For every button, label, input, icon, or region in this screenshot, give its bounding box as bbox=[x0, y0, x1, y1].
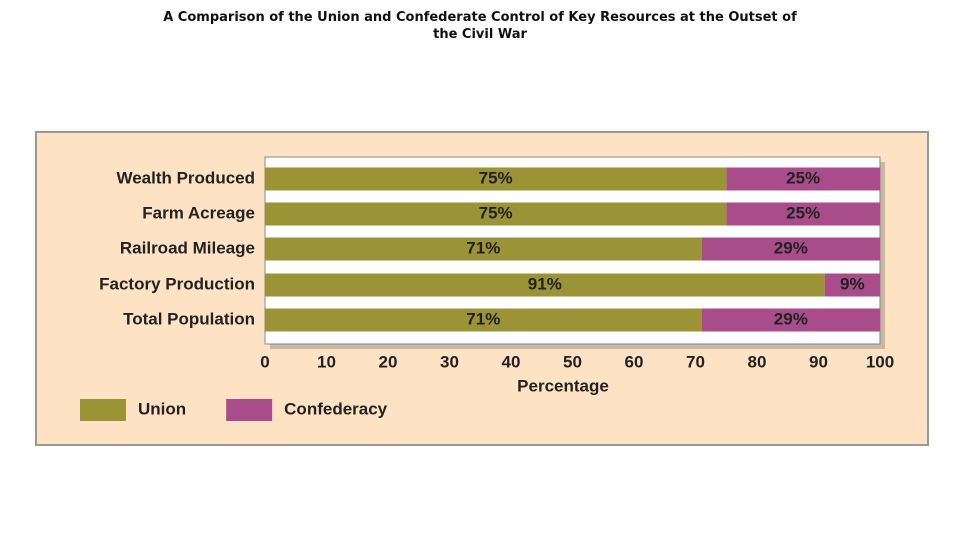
x-tick-label: 50 bbox=[563, 352, 582, 371]
y-tick-label: Farm Acreage bbox=[142, 203, 255, 222]
data-label: 71% bbox=[466, 309, 500, 328]
x-axis-label: Percentage bbox=[517, 376, 609, 395]
x-tick-label: 10 bbox=[317, 352, 336, 371]
legend-label: Union bbox=[138, 399, 186, 418]
bar-segment bbox=[701, 237, 880, 261]
y-tick-label: Railroad Mileage bbox=[120, 238, 255, 257]
data-label: 75% bbox=[479, 203, 513, 222]
bar-segment bbox=[265, 167, 727, 191]
data-label: 29% bbox=[774, 238, 808, 257]
data-label: 25% bbox=[786, 203, 820, 222]
data-label: 9% bbox=[840, 274, 865, 293]
bar-segment bbox=[824, 273, 880, 297]
x-tick-label: 70 bbox=[686, 352, 705, 371]
x-tick-label: 100 bbox=[866, 352, 894, 371]
x-tick-label: 60 bbox=[625, 352, 644, 371]
data-label: 71% bbox=[466, 238, 500, 257]
bar-segment bbox=[265, 237, 702, 261]
data-label: 91% bbox=[528, 274, 562, 293]
legend-swatch bbox=[80, 399, 126, 421]
bar-segment bbox=[265, 202, 727, 226]
x-tick-label: 30 bbox=[440, 352, 459, 371]
y-tick-label: Factory Production bbox=[99, 274, 255, 293]
y-tick-label: Total Population bbox=[123, 309, 255, 328]
data-label: 29% bbox=[774, 309, 808, 328]
bar-segment bbox=[265, 308, 702, 332]
x-tick-label: 20 bbox=[379, 352, 398, 371]
x-tick-label: 0 bbox=[260, 352, 269, 371]
bar-segment bbox=[265, 273, 825, 297]
x-tick-label: 90 bbox=[809, 352, 828, 371]
data-label: 75% bbox=[479, 168, 513, 187]
chart-title: A Comparison of the Union and Confederat… bbox=[163, 10, 797, 42]
data-label: 25% bbox=[786, 168, 820, 187]
bar-segment bbox=[726, 202, 880, 226]
bar-segment bbox=[701, 308, 880, 332]
bar-segment bbox=[726, 167, 880, 191]
legend-swatch bbox=[226, 399, 273, 421]
legend-label: Confederacy bbox=[284, 399, 388, 418]
y-tick-label: Wealth Produced bbox=[116, 168, 255, 187]
x-tick-label: 40 bbox=[502, 352, 521, 371]
x-tick-label: 80 bbox=[748, 352, 767, 371]
